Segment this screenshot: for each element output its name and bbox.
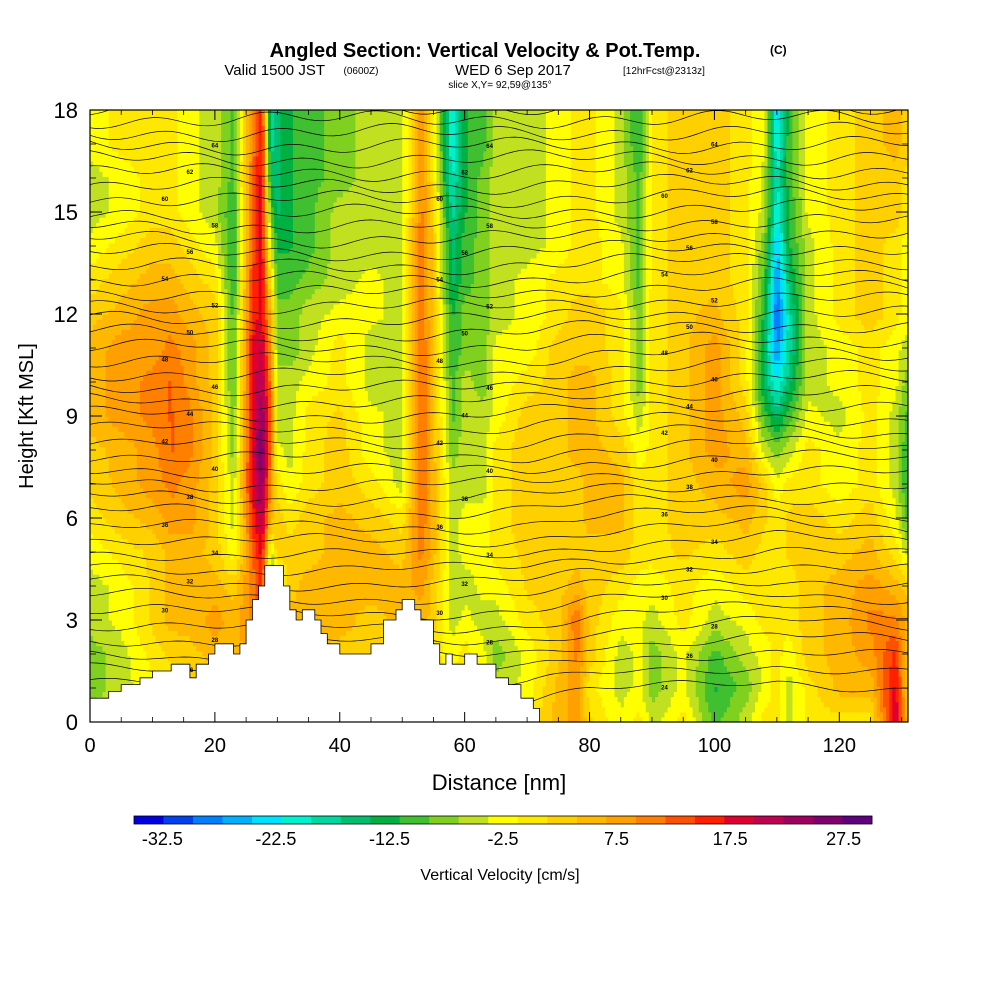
chart-title-tag: (C) — [770, 43, 787, 57]
valid-utc: (0600Z) — [343, 66, 378, 77]
chart-title: Angled Section: Vertical Velocity & Pot.… — [270, 40, 701, 62]
valid-time-line: Valid 1500 JST (0600Z) WED 6 Sep 2017 [1… — [224, 62, 705, 79]
forecast-info: [12hrFcst@2313z] — [623, 66, 705, 77]
slice-info: slice X,Y= 92,59@135° — [448, 80, 551, 91]
valid-time: Valid 1500 JST — [224, 62, 325, 79]
plot-area: 2424242626262828283030303232323434343636… — [90, 84, 909, 722]
valid-date: WED 6 Sep 2017 — [455, 62, 571, 79]
